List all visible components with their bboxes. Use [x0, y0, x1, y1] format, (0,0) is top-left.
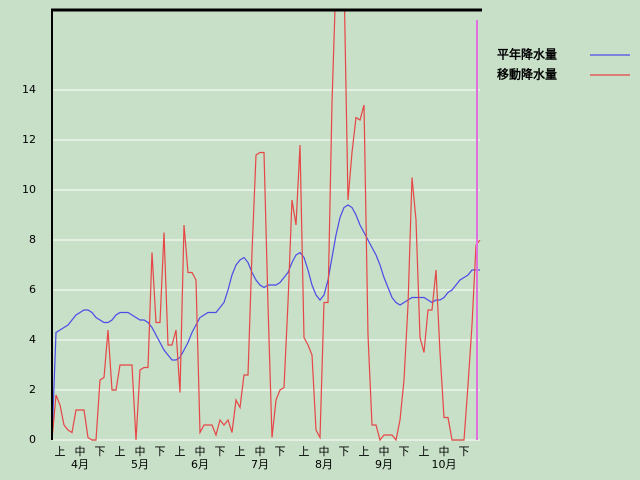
- x-tick-label: 下: [215, 445, 226, 458]
- y-tick-label: 4: [29, 333, 36, 346]
- x-tick-label: 中: [255, 445, 266, 458]
- x-tick-label: 上: [55, 445, 66, 458]
- month-label: 7月: [251, 458, 269, 471]
- x-tick-label: 下: [339, 445, 350, 458]
- x-tick-label: 上: [299, 445, 310, 458]
- y-tick-label: 12: [22, 133, 36, 146]
- series-line: [52, 10, 481, 442]
- legend-label: 移動降水量: [497, 67, 557, 82]
- y-tick-label: 10: [22, 183, 36, 196]
- y-tick-label: 14: [22, 83, 36, 96]
- x-tick-label: 中: [319, 445, 330, 458]
- x-tick-label: 上: [175, 445, 186, 458]
- x-tick-label: 下: [459, 445, 470, 458]
- month-label: 10月: [432, 458, 457, 471]
- x-tick-label: 上: [235, 445, 246, 458]
- x-tick-label: 中: [439, 445, 450, 458]
- x-tick-label: 中: [135, 445, 146, 458]
- month-label: 5月: [131, 458, 149, 471]
- x-tick-label: 中: [75, 445, 86, 458]
- month-label: 8月: [315, 458, 333, 471]
- y-tick-label: 2: [29, 383, 36, 396]
- month-label: 4月: [71, 458, 89, 471]
- x-tick-label: 中: [195, 445, 206, 458]
- x-tick-label: 上: [419, 445, 430, 458]
- x-tick-label: 上: [359, 445, 370, 458]
- y-tick-label: 0: [29, 433, 36, 446]
- x-tick-label: 中: [379, 445, 390, 458]
- y-tick-label: 8: [29, 233, 36, 246]
- x-tick-label: 下: [399, 445, 410, 458]
- x-tick-label: 下: [155, 445, 166, 458]
- x-tick-label: 上: [115, 445, 126, 458]
- month-label: 6月: [191, 458, 209, 471]
- legend-label: 平年降水量: [497, 47, 557, 62]
- month-label: 9月: [375, 458, 393, 471]
- y-tick-label: 6: [29, 283, 36, 296]
- x-tick-label: 下: [275, 445, 286, 458]
- x-tick-label: 下: [95, 445, 106, 458]
